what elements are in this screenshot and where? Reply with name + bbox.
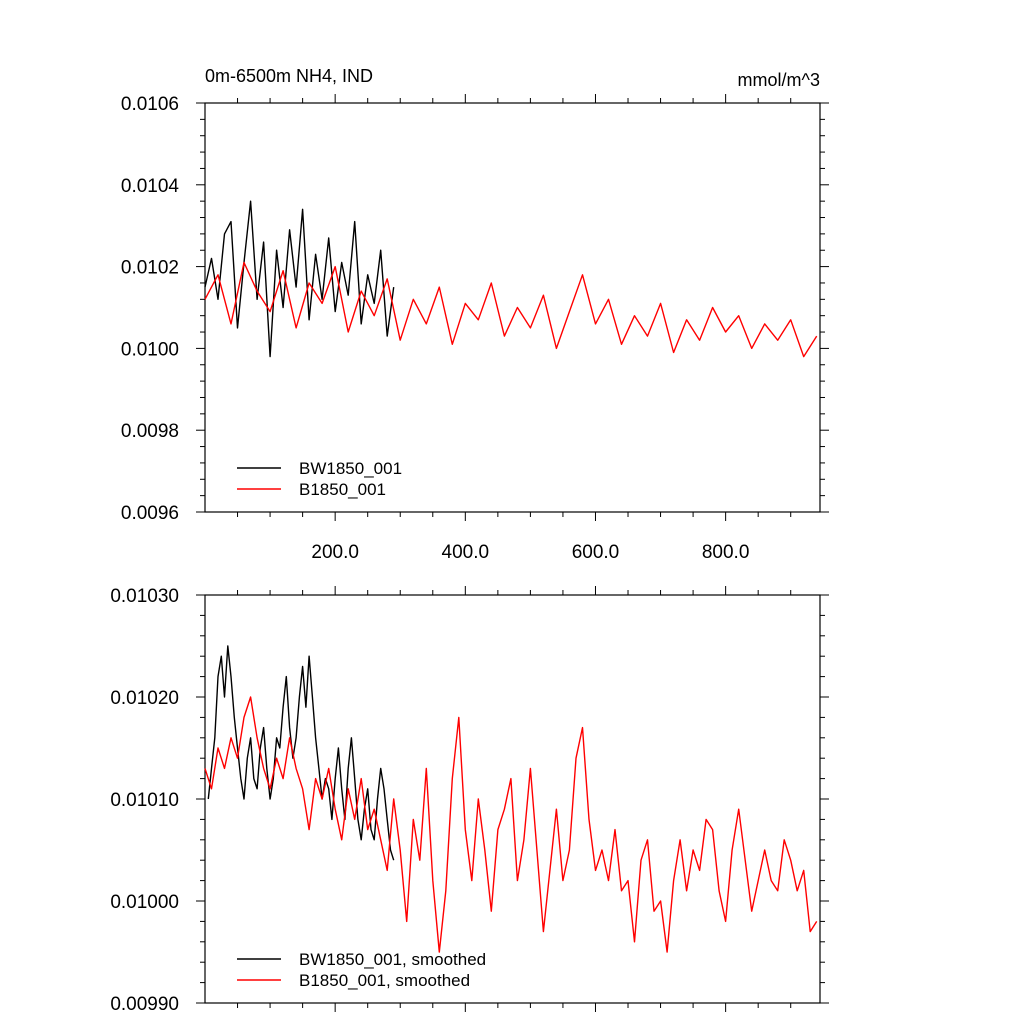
y-tick-label: 0.0100	[121, 339, 179, 360]
y-tick-label: 0.0104	[121, 176, 180, 197]
top-plot-panel: 0.0096 0.0098 0.0100 0.0102 0.0104 0.0106 200.…	[121, 94, 829, 563]
legend-label-0: BW1850_001	[299, 459, 402, 478]
legend-label-1: B1850_001	[299, 480, 386, 499]
y-tick-label: 0.0102	[121, 258, 179, 279]
series-line-0	[207, 645, 395, 861]
y-tick-label: 0.00990	[110, 994, 179, 1015]
bottom-plot-panel: 0.00990 0.01000 0.01010 0.01020 0.01030 BW185…	[110, 586, 829, 1015]
plot-frame	[204, 102, 821, 513]
legend-label-1: B1850_001, smoothed	[299, 971, 470, 990]
x-tick-label: 400.0	[442, 542, 490, 563]
chart-title: 0m-6500m NH4, IND	[205, 66, 373, 86]
x-tick-label: 800.0	[702, 542, 750, 563]
y-tick-label: 0.0106	[121, 94, 179, 115]
series-line-1	[204, 261, 818, 358]
y-tick-label: 0.01000	[110, 892, 179, 913]
y-tick-label: 0.01030	[110, 586, 179, 607]
y-tick-label: 0.0096	[121, 503, 179, 524]
x-tick-label: 200.0	[311, 542, 359, 563]
y-tick-label: 0.0098	[121, 421, 179, 442]
series-line-0	[204, 200, 395, 358]
series-line-1	[204, 696, 818, 953]
x-tick-label: 600.0	[572, 542, 620, 563]
y-tick-label: 0.01010	[110, 790, 179, 811]
y-tick-label: 0.01020	[110, 688, 179, 709]
legend-label-0: BW1850_001, smoothed	[299, 950, 486, 969]
chart-units-label: mmol/m^3	[738, 70, 820, 90]
